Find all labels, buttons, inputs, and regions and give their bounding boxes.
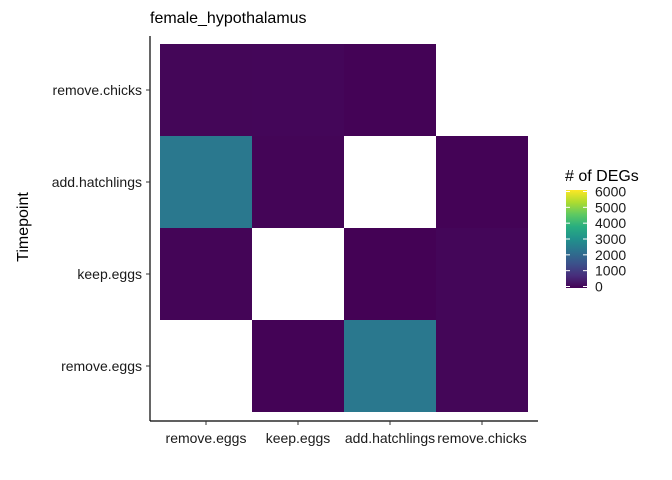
legend-tick-label: 3000 (595, 231, 626, 247)
heatmap-cell (252, 136, 344, 228)
heatmap-cell (252, 44, 344, 136)
legend-tick-label: 0 (595, 279, 603, 295)
heatmap-cell (160, 44, 252, 136)
legend-tick-label: 2000 (595, 247, 626, 263)
chart-title: female_hypothalamus (150, 10, 307, 27)
y-tick-label: remove.eggs (61, 358, 142, 374)
x-tick-label: keep.eggs (266, 430, 331, 446)
legend-tick-label: 6000 (595, 184, 626, 200)
legend-tick-label: 5000 (595, 199, 626, 215)
heatmap-cell (252, 320, 344, 412)
heatmap-cell (436, 136, 528, 228)
legend-tick-label: 4000 (595, 215, 626, 231)
heatmap-cells (160, 44, 528, 412)
heatmap-cell (344, 44, 436, 136)
x-tick-label: add.hatchlings (345, 430, 435, 446)
legend-title: # of DEGs (565, 168, 639, 185)
y-tick-label: remove.chicks (53, 82, 142, 98)
y-tick-label: add.hatchlings (52, 174, 142, 190)
heatmap-cell (160, 136, 252, 228)
y-tick-label: keep.eggs (77, 266, 142, 282)
heatmap-cell (436, 320, 528, 412)
heatmap-cell (160, 228, 252, 320)
heatmap-cell (344, 320, 436, 412)
legend-colorbar (566, 190, 587, 288)
heatmap-cell (344, 228, 436, 320)
y-axis-ticks: remove.eggs keep.eggs add.hatchlings remove… (52, 82, 150, 374)
x-tick-label: remove.eggs (166, 430, 247, 446)
axes (149, 36, 538, 422)
legend-tick-label: 1000 (595, 263, 626, 279)
heatmap-cell (436, 228, 528, 320)
y-axis-title: Timepoint (15, 192, 32, 262)
x-axis-ticks: remove.eggs keep.eggs add.hatchlings remove… (166, 421, 527, 446)
x-tick-label: remove.chicks (437, 430, 526, 446)
